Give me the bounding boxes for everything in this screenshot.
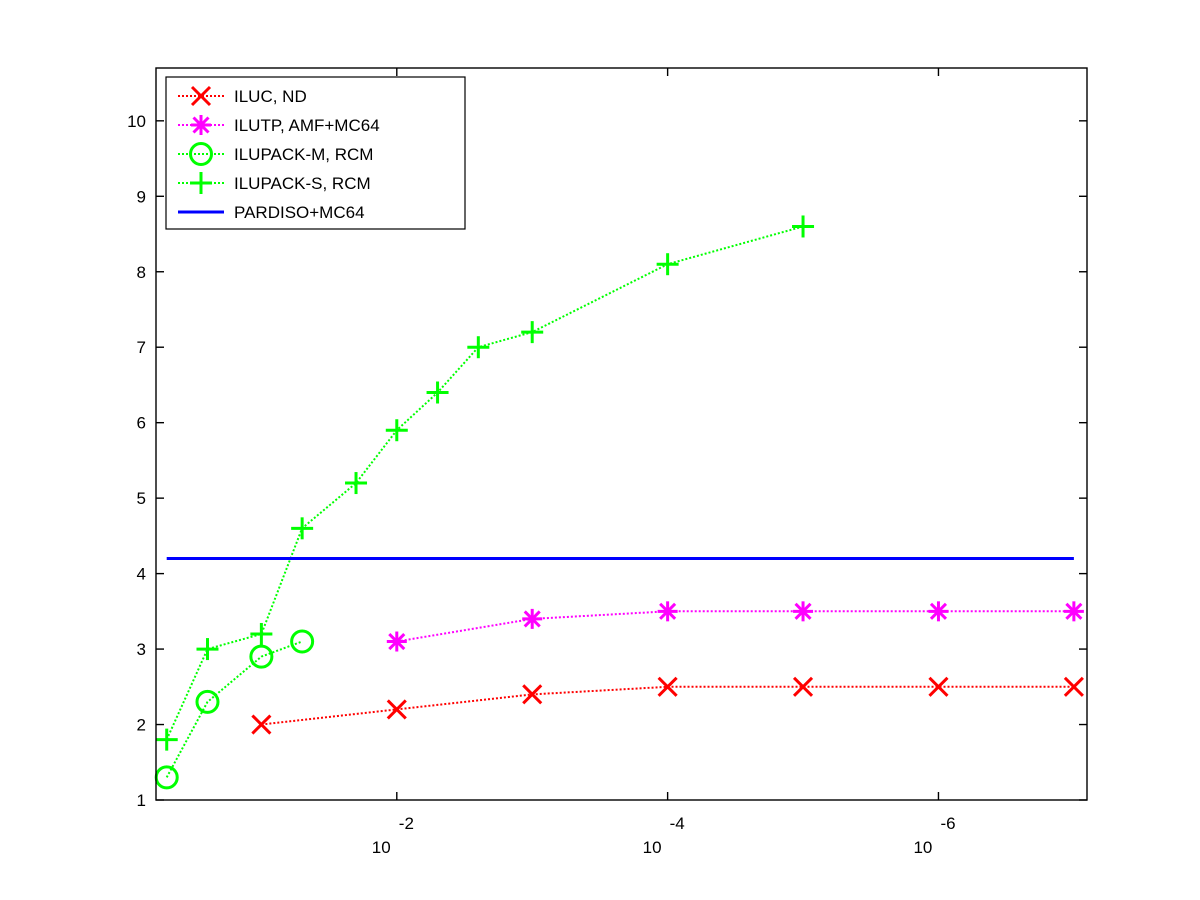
series-line-3 [165,225,804,741]
data-point-0-6 [1063,676,1084,697]
data-point-3-5 [385,419,408,442]
x-tick-label: 10 -4 [643,814,685,857]
y-tick-label: 8 [137,263,146,282]
legend-label: ILUPACK-M, RCM [234,145,373,164]
data-point-3-10 [792,215,815,238]
legend-swatch-marker [190,85,212,107]
data-point-3-2 [250,622,273,645]
data-point-0-1 [386,699,407,720]
x-tick-label: 10 -2 [372,814,414,857]
data-point-0-0 [251,714,272,735]
legend-label: ILUPACK-S, RCM [234,174,371,193]
y-tick-label: 7 [137,338,146,357]
legend-label: ILUC, ND [234,87,307,106]
data-point-2-3 [290,629,315,654]
data-point-0-3 [657,676,678,697]
data-point-3-1 [196,638,219,661]
y-tick-label: 5 [137,489,146,508]
data-point-1-5 [1063,601,1084,622]
legend-item-4: PARDISO+MC64 [178,203,365,222]
legend-item-3: ILUPACK-S, RCM [178,172,371,194]
legend-item-1: ILUTP, AMF+MC64 [178,115,380,135]
data-point-3-0 [155,728,178,751]
legend-swatch-marker [189,142,213,166]
data-point-3-6 [426,381,449,404]
ticks-layer: 1 2 3 4 5 6 7 8 9 10 10 -2 10 -4 10 -6 [127,68,1087,857]
legend: ILUC, ND ILUTP, AMF+MC64 ILUPACK-M, RCM ILU… [165,76,466,230]
x-tick-exponent: -4 [670,814,685,833]
data-point-0-2 [522,684,543,705]
y-tick-label: 10 [127,112,146,131]
data-point-1-1 [522,608,543,629]
series-1 [386,601,1084,652]
y-tick-label: 6 [137,414,146,433]
x-tick-exponent: -6 [940,814,955,833]
legend-swatch-marker [190,172,212,194]
series-3 [155,215,815,751]
x-tick-base: 10 [913,838,932,857]
series-line-1 [396,610,1074,643]
plot-frame [155,67,1088,801]
data-point-0-4 [792,676,814,697]
y-tick-label: 3 [137,640,146,659]
y-tick-label: 1 [137,791,146,810]
data-point-3-3 [291,517,314,540]
series-line-0 [261,685,1074,726]
y-tick-label: 2 [137,716,146,735]
data-point-1-3 [793,601,814,622]
legend-label: ILUTP, AMF+MC64 [234,116,380,135]
y-tick-label: 4 [137,565,146,584]
series-0 [251,676,1084,735]
x-tick-base: 10 [372,838,391,857]
data-point-3-4 [345,472,368,495]
data-point-3-9 [656,253,679,276]
data-point-0-5 [928,676,949,697]
data-point-1-2 [657,601,678,622]
legend-swatch-marker [191,115,211,135]
data-point-3-7 [467,336,490,359]
series-layer [154,215,1084,790]
legend-item-0: ILUC, ND [178,85,307,107]
y-tick-label: 9 [137,187,146,206]
x-tick-base: 10 [643,838,662,857]
series-line-2 [165,640,303,778]
data-point-1-0 [386,631,407,652]
x-tick-exponent: -2 [399,814,414,833]
data-point-2-1 [195,689,220,714]
legend-item-2: ILUPACK-M, RCM [178,142,373,166]
data-point-3-8 [521,321,544,344]
legend-label: PARDISO+MC64 [234,203,365,222]
x-tick-label: 10 -6 [913,814,955,857]
data-point-2-2 [249,644,274,669]
data-point-1-4 [928,601,949,622]
